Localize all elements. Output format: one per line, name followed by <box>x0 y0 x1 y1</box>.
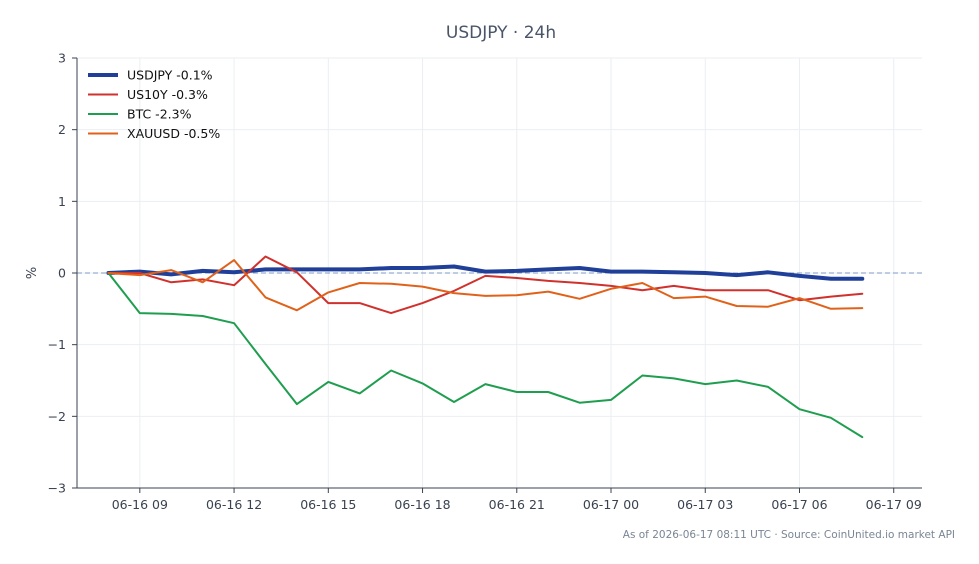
y-tick-label: −1 <box>48 337 66 352</box>
y-tick-label: −3 <box>48 481 66 496</box>
legend-entry-0: USDJPY -0.1% <box>127 68 213 83</box>
x-tick-label: 06-17 06 <box>771 497 827 512</box>
series-line-0 <box>106 264 865 281</box>
footer-source: As of 2026-06-17 08:11 UTC · Source: Coi… <box>623 529 955 541</box>
y-tick-label: 0 <box>58 266 66 281</box>
legend-entry-1: US10Y -0.3% <box>127 87 208 102</box>
y-tick-label: −2 <box>48 409 66 424</box>
x-tick-label: 06-16 21 <box>489 497 545 512</box>
chart-title: USDJPY · 24h <box>446 23 556 43</box>
x-tick-label: 06-16 18 <box>394 497 450 512</box>
x-tick-label: 06-16 12 <box>206 497 262 512</box>
series-line-2 <box>107 272 864 439</box>
axes: 3 2 1 0 −1 −2 −3 06-16 09 06-16 12 06-16 15 06-16 … <box>48 51 922 512</box>
y-axis-label: % <box>25 267 40 279</box>
x-tick-label: 06-16 09 <box>112 497 168 512</box>
y-tick-label: 2 <box>58 122 66 137</box>
y-tick-label: 3 <box>58 51 66 66</box>
series-line-3 <box>107 259 864 312</box>
x-tick-label: 06-16 15 <box>300 497 356 512</box>
x-tick-label: 06-17 09 <box>866 497 922 512</box>
legend-entry-3: XAUUSD -0.5% <box>127 126 220 141</box>
y-tick-label: 1 <box>58 194 66 209</box>
series-line-1 <box>107 255 864 315</box>
legend-entry-2: BTC -2.3% <box>127 107 192 122</box>
x-tick-label: 06-17 00 <box>583 497 639 512</box>
legend: USDJPY -0.1% US10Y -0.3% BTC -2.3% XAUUSD -… <box>88 68 220 141</box>
series-group <box>106 255 865 439</box>
x-tick-label: 06-17 03 <box>677 497 733 512</box>
